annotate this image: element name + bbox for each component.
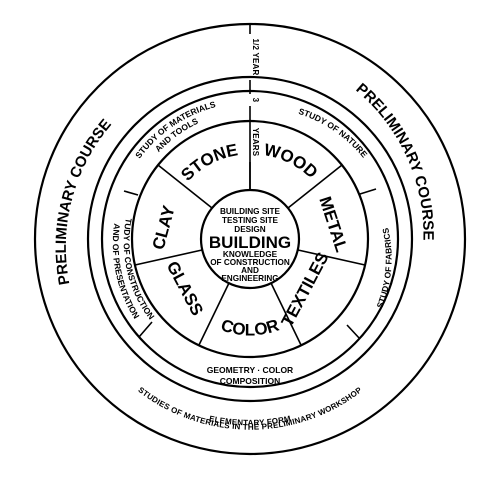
center-line4: KNOWLEDGE (223, 250, 278, 259)
center-line7: ENGINEERING (221, 274, 278, 283)
study-fabrics: STUDY OF FABRICS (374, 227, 393, 310)
study-divider-lower-right (346, 324, 361, 340)
study-divider-upper-right (359, 188, 377, 195)
material-stone: STONE (177, 140, 239, 184)
outer-label-bottom-2: STUDIES OF MATERIALS IN THE PRELIMINARY … (136, 385, 364, 432)
study-nature: STUDY OF NATURE (297, 106, 369, 160)
material-metal: METAL (315, 194, 351, 254)
center-line1: BUILDING SITE (220, 207, 281, 216)
spoke-textiles-color (270, 282, 302, 346)
center-title: BUILDING (209, 233, 291, 252)
study-composition-line1: GEOMETRY · COLOR (207, 365, 293, 375)
material-wood: WOOD (262, 140, 321, 182)
center-line6: AND (241, 266, 259, 275)
duration-half-year: 1/2 YEAR (251, 38, 260, 75)
study-divider-upper-left (123, 190, 139, 196)
spoke-clay-stone (157, 164, 213, 209)
center-line3: DESIGN (234, 225, 265, 234)
center-line2: TESTING SITE (222, 216, 278, 225)
duration-years-word: YEARS (251, 128, 260, 157)
spoke-metal-textiles (297, 249, 366, 266)
spoke-color-glass (198, 282, 230, 346)
spoke-glass-clay (134, 249, 203, 266)
material-clay: CLAY (149, 203, 179, 252)
material-color: COLOR (219, 316, 282, 340)
preliminary-ring-inner (86, 75, 414, 403)
material-glass: GLASS (163, 258, 207, 319)
center-line5: OF CONSTRUCTION (210, 258, 290, 267)
duration-years-number: 3 (251, 98, 260, 103)
spoke-wood-metal (287, 164, 343, 209)
outer-label-left: PRELIMINARY COURSE (53, 116, 115, 286)
study-divider-lower-left (138, 321, 153, 338)
study-composition-line2: COMPOSITION (220, 376, 280, 386)
outer-label-bottom-1: ELEMENTARY FORM (208, 414, 291, 427)
